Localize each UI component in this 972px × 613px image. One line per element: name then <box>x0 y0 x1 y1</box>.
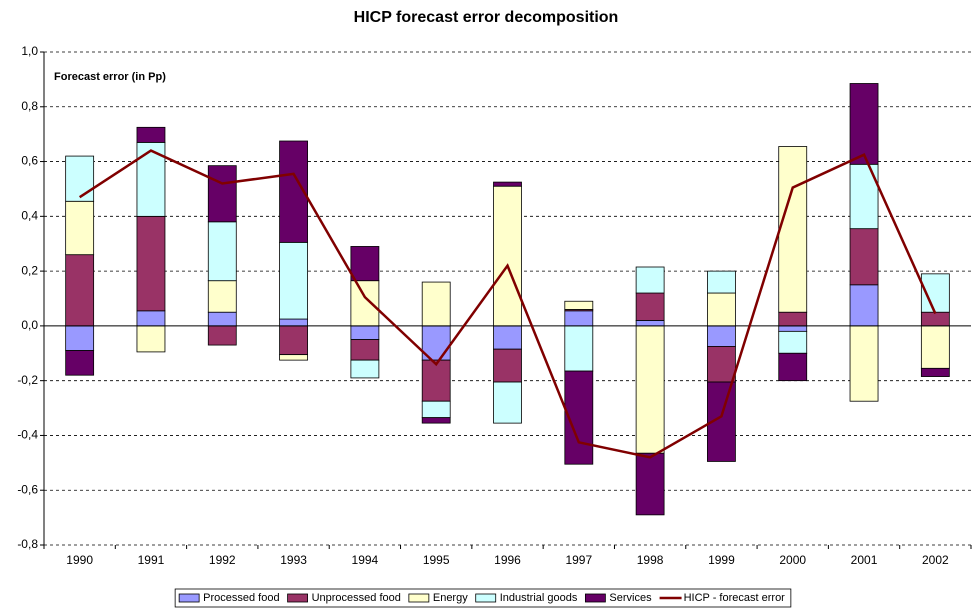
bar-segment <box>65 254 95 327</box>
bar-segment <box>279 325 308 356</box>
y-tick-label: 0,0 <box>21 318 38 332</box>
line-series <box>78 149 937 459</box>
legend-label: Energy <box>433 592 468 604</box>
bar-segment <box>136 310 166 327</box>
bar-segment <box>920 311 950 327</box>
bar-segment <box>635 292 665 321</box>
x-tick-label: 1995 <box>423 553 450 567</box>
bar-segment <box>635 266 665 294</box>
y-tick-label: -0,8 <box>17 537 38 551</box>
bar-segment <box>350 339 380 361</box>
bar-segment <box>849 228 879 286</box>
bar-segment <box>207 280 237 313</box>
bar-segment <box>564 300 594 310</box>
bar-segment <box>350 246 380 282</box>
bar-segment <box>849 284 879 327</box>
bar-segment <box>635 320 665 327</box>
bar-segment <box>493 185 522 327</box>
bar-segment <box>707 346 736 383</box>
bar-segment <box>350 280 380 327</box>
x-tick-label: 2002 <box>922 553 949 567</box>
bar-segment <box>564 325 594 372</box>
x-tick-label: 2000 <box>779 553 806 567</box>
x-tick-label: 1996 <box>494 553 521 567</box>
legend-swatch <box>287 593 308 603</box>
x-tick-label: 1990 <box>66 553 93 567</box>
x-tick-label: 2001 <box>851 553 878 567</box>
bar-segment <box>707 270 736 294</box>
y-tick-label: -0,6 <box>17 482 38 496</box>
legend-label: Industrial goods <box>500 592 578 604</box>
x-tick-label: 1997 <box>565 553 592 567</box>
bar-segment <box>65 200 95 256</box>
bar-segment <box>421 417 451 424</box>
bar-segment <box>207 221 237 282</box>
bar-segment <box>207 165 237 223</box>
legend-label: Processed food <box>203 592 279 604</box>
bar-segment <box>707 292 736 327</box>
x-tick-label: 1991 <box>138 553 165 567</box>
bar-segment <box>136 141 166 217</box>
bar-segment <box>493 181 522 187</box>
bar-segment <box>65 325 95 351</box>
bar-segment <box>707 325 736 347</box>
legend-label: Services <box>609 592 652 604</box>
bar-segment <box>849 325 879 402</box>
bar-segment <box>136 325 166 353</box>
bar-segment <box>279 318 308 327</box>
bar-segment <box>207 325 237 346</box>
y-tick-label: -0,2 <box>17 373 38 387</box>
bar-segment <box>920 367 950 377</box>
bar-segment <box>279 354 308 361</box>
bar-segment <box>421 400 451 419</box>
legend-swatch <box>178 593 200 603</box>
bar-segment <box>849 83 879 165</box>
bar-segment <box>778 352 808 382</box>
x-tick-label: 1992 <box>209 553 236 567</box>
bar-segment <box>136 126 166 143</box>
legend-swatch <box>408 593 430 603</box>
bar-segment <box>493 381 522 424</box>
legend-swatch <box>475 593 497 603</box>
y-tick-label: 0,4 <box>21 209 38 223</box>
y-tick-label: 0,2 <box>21 263 38 277</box>
y-tick-label: 0,6 <box>21 154 38 168</box>
bar-segment <box>493 325 522 350</box>
bar-segment <box>279 241 308 320</box>
legend-label: Unprocessed food <box>312 592 401 604</box>
bar-segment <box>207 311 237 327</box>
bar-segment <box>65 155 95 202</box>
bar-segment <box>635 452 665 516</box>
legend: Processed food Unprocessed food Energy Indu… <box>174 588 792 608</box>
bar-segment <box>778 146 808 313</box>
bar-segment <box>564 310 594 327</box>
x-tick-label: 1994 <box>352 553 379 567</box>
bar-segment <box>350 359 380 379</box>
bar-segment <box>920 325 950 369</box>
x-tick-label: 1998 <box>637 553 664 567</box>
bar-segment <box>778 311 808 327</box>
bar-segment <box>493 348 522 383</box>
bar-segment <box>778 330 808 354</box>
annotation: Forecast error (in Pp) <box>54 71 166 83</box>
chart-title: HICP forecast error decomposition <box>354 9 619 26</box>
bar-segment <box>421 281 451 327</box>
legend-swatch <box>584 593 606 603</box>
bar-segment <box>65 350 95 376</box>
bar-segment <box>421 359 451 402</box>
y-tick-label: 1,0 <box>21 44 38 58</box>
x-tick-label: 1993 <box>280 553 307 567</box>
bar-segment <box>350 325 380 340</box>
legend-label: HICP - forecast error <box>684 592 786 604</box>
y-tick-label: 0,8 <box>21 99 38 113</box>
bar-segment <box>778 325 808 332</box>
y-tick-label: -0,4 <box>17 428 38 442</box>
bar-segment <box>136 215 166 312</box>
x-tick-label: 1999 <box>708 553 735 567</box>
bar-segment <box>635 325 665 454</box>
